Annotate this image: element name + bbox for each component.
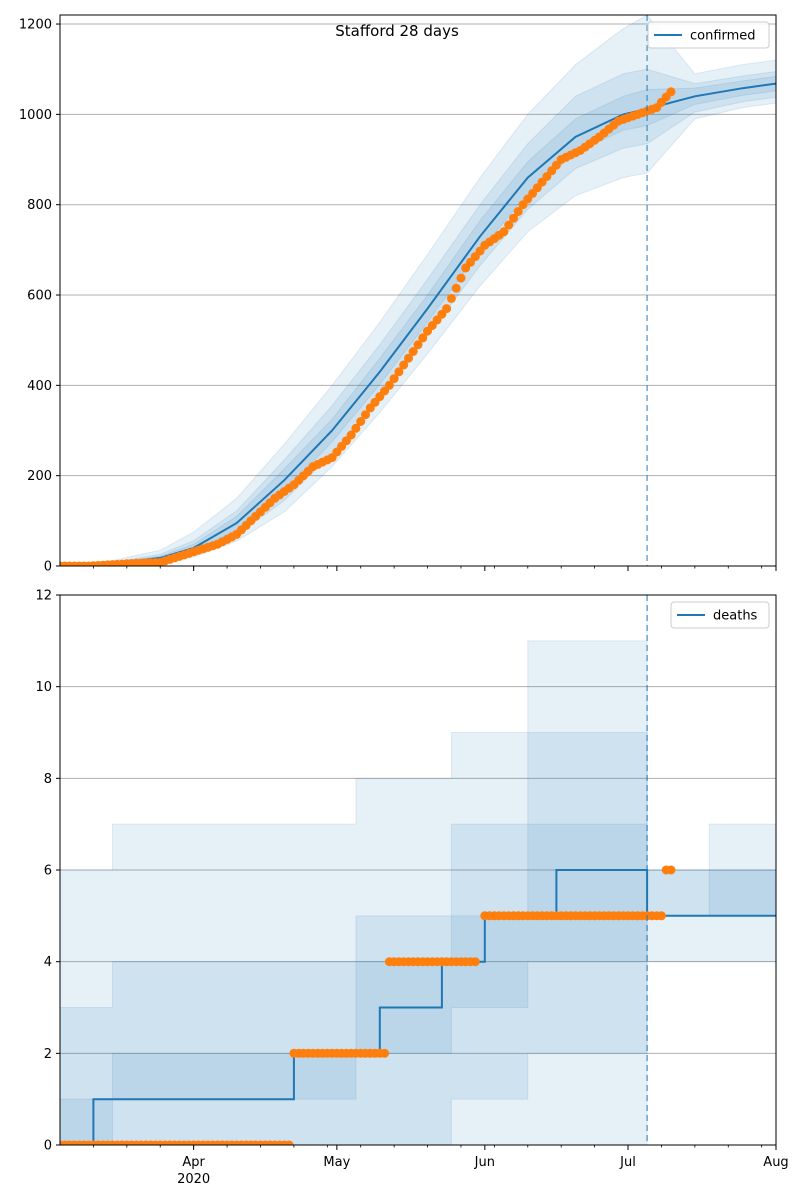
- observed-point: [284, 1140, 294, 1145]
- confidence-band: [60, 732, 776, 1145]
- observed-point: [351, 423, 361, 433]
- legend-box: [647, 21, 770, 49]
- y-tick-label: 0: [44, 1139, 52, 1154]
- x-tick-sublabel: 2020: [177, 1172, 210, 1187]
- y-tick-label: 800: [27, 198, 52, 213]
- observed-point: [442, 304, 452, 314]
- y-tick-label: 1000: [19, 108, 52, 123]
- confidence-band: [60, 686, 776, 1145]
- observed-point: [513, 207, 523, 216]
- y-tick-label: 600: [27, 289, 52, 304]
- observed-point: [408, 347, 418, 356]
- plot-area: [60, 15, 776, 566]
- y-tick-label: 1200: [19, 18, 52, 33]
- observed-point: [451, 283, 461, 293]
- observed-point: [404, 353, 413, 363]
- y-tick-label: 12: [35, 589, 52, 604]
- y-tick-label: 0: [44, 560, 52, 575]
- confidence-band: [60, 68, 776, 566]
- x-tick-label: May: [323, 1155, 350, 1170]
- deaths-panel: 0 2 4 6 8 10 12 Apr 2020 May Jun Jul Aug deaths: [35, 589, 788, 1188]
- observed-point: [666, 865, 676, 875]
- legend-label: deaths: [713, 609, 758, 624]
- plot-area: [60, 595, 776, 1145]
- y-tick-label: 6: [44, 864, 52, 879]
- observed-point: [418, 333, 428, 343]
- confidence-band: [60, 595, 776, 1145]
- observed-point: [346, 430, 356, 440]
- observed-point: [361, 410, 370, 420]
- y-tick-label: 200: [27, 469, 52, 484]
- legend-label: confirmed: [690, 29, 756, 44]
- legend: deaths: [670, 601, 770, 629]
- observed-point: [470, 957, 480, 967]
- observed-point: [399, 360, 409, 370]
- x-tick-label: Apr: [182, 1155, 205, 1170]
- fit-line: [60, 869, 776, 1145]
- confirmed-panel: 0 200 400 600 800 1000 1200 Stafford 28 days con…: [19, 14, 777, 575]
- observed-point: [666, 87, 676, 97]
- observed-point: [389, 374, 399, 384]
- observed-point: [380, 1048, 390, 1058]
- observed-point: [446, 293, 456, 303]
- observed-point: [509, 213, 518, 223]
- observed-point: [413, 340, 423, 350]
- observed-point: [356, 417, 366, 426]
- y-tick-label: 2: [44, 1047, 52, 1062]
- y-tick-label: 400: [27, 379, 52, 394]
- observed-point: [384, 380, 394, 390]
- observed-point: [499, 227, 509, 237]
- y-tick-label: 4: [44, 955, 52, 970]
- y-tick-label: 10: [35, 680, 52, 695]
- observed-point: [394, 367, 404, 377]
- x-tick-label: Jun: [474, 1155, 495, 1170]
- x-tick-label: Aug: [763, 1155, 788, 1170]
- chart-title: Stafford 28 days: [335, 22, 459, 40]
- observed-point: [656, 911, 666, 921]
- legend-box: [670, 601, 770, 629]
- confidence-band: [60, 15, 776, 566]
- x-tick-label: Jul: [619, 1155, 636, 1170]
- legend: confirmed: [647, 21, 770, 49]
- observed-point: [456, 273, 466, 283]
- observed-point: [504, 220, 514, 230]
- y-tick-label: 8: [44, 772, 52, 787]
- plot-frame: [59, 14, 777, 567]
